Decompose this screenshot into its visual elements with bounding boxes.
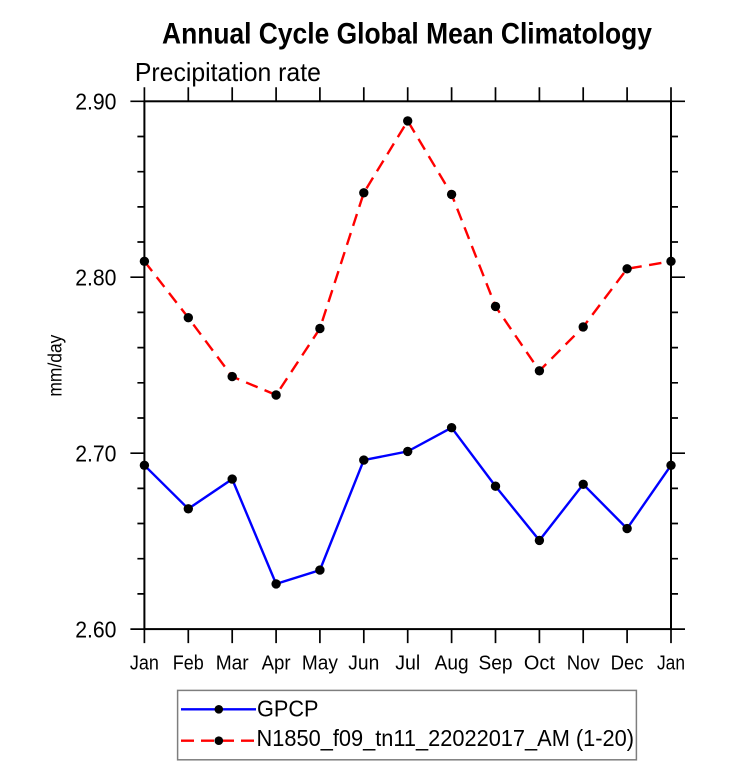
svg-text:Apr: Apr — [262, 653, 291, 675]
svg-text:Jun: Jun — [348, 653, 379, 675]
svg-text:Oct: Oct — [524, 653, 555, 675]
svg-text:Nov: Nov — [567, 653, 600, 675]
svg-text:Aug: Aug — [435, 653, 469, 675]
svg-text:Jan: Jan — [130, 653, 159, 675]
svg-text:Jul: Jul — [395, 653, 420, 675]
svg-text:2.80: 2.80 — [75, 265, 116, 291]
svg-text:mm/day: mm/day — [45, 334, 66, 396]
svg-text:May: May — [302, 653, 338, 675]
svg-text:N1850_f09_tn11_22022017_AM (1-: N1850_f09_tn11_22022017_AM (1-20) — [257, 725, 635, 751]
svg-text:Precipitation rate: Precipitation rate — [135, 57, 321, 87]
svg-text:GPCP: GPCP — [257, 696, 319, 722]
svg-text:Annual Cycle Global Mean Clima: Annual Cycle Global Mean Climatology — [162, 18, 652, 51]
svg-text:Feb: Feb — [173, 653, 204, 675]
svg-text:Dec: Dec — [611, 653, 644, 675]
svg-text:2.90: 2.90 — [75, 89, 116, 115]
svg-text:2.70: 2.70 — [75, 441, 116, 467]
svg-text:Sep: Sep — [479, 653, 513, 675]
svg-text:2.60: 2.60 — [75, 617, 116, 643]
svg-text:Jan: Jan — [657, 653, 685, 675]
svg-text:Mar: Mar — [216, 653, 249, 675]
